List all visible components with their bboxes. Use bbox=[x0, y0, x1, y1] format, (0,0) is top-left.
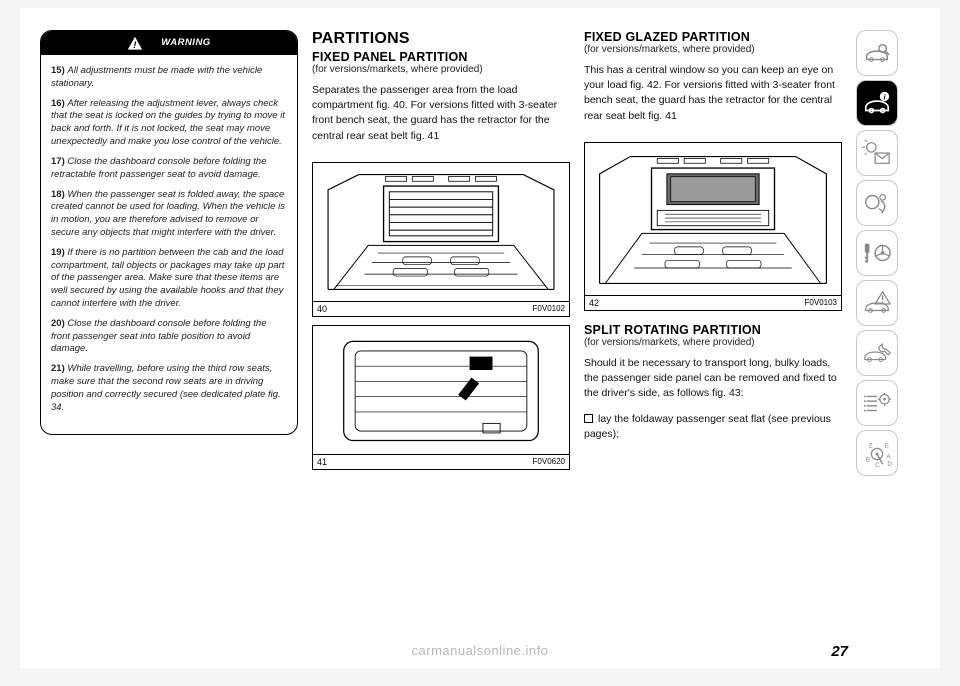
figure-42-code: F0V0103 bbox=[805, 298, 837, 308]
sidebar-list-gear-icon[interactable] bbox=[856, 380, 898, 426]
square-bullet-icon bbox=[584, 414, 593, 423]
figure-40-image bbox=[313, 163, 569, 301]
svg-text:C: C bbox=[875, 462, 880, 468]
body-split-rotating: Should it be necessary to transport long… bbox=[584, 356, 842, 452]
heading-fixed-glazed: FIXED GLAZED PARTITION bbox=[584, 30, 842, 44]
para-split-rotating: Should it be necessary to transport long… bbox=[584, 356, 842, 402]
svg-text:E: E bbox=[885, 442, 890, 449]
figure-42-image bbox=[585, 143, 841, 295]
warning-item: 16) After releasing the adjustment lever… bbox=[51, 98, 287, 149]
warning-item-number: 17) bbox=[51, 156, 67, 167]
warning-item: 19) If there is no partition between the… bbox=[51, 247, 287, 311]
figure-41-code: F0V0620 bbox=[533, 457, 565, 467]
watermark: carmanualsonline.info bbox=[20, 643, 940, 658]
figure-42-number: 42 bbox=[589, 298, 599, 308]
warning-body: 15) All adjustments must be made with th… bbox=[41, 55, 297, 434]
bullet-lay-seat: lay the foldaway passenger seat flat (se… bbox=[584, 412, 842, 442]
manual-page: ! WARNING 15) All adjustments must be ma… bbox=[20, 8, 940, 668]
sidebar-light-mail-icon[interactable] bbox=[856, 130, 898, 176]
subtext-versions-3: (for versions/markets, where provided) bbox=[584, 337, 842, 348]
warning-item-text: After releasing the adjustment lever, al… bbox=[51, 98, 285, 147]
bullet-text: lay the foldaway passenger seat flat (se… bbox=[584, 413, 831, 440]
page-number: 27 bbox=[831, 643, 848, 660]
warning-header: ! WARNING bbox=[41, 31, 297, 55]
column-warnings: ! WARNING 15) All adjustments must be ma… bbox=[40, 30, 298, 658]
warning-item-text: Close the dashboard console before foldi… bbox=[51, 156, 267, 180]
figure-41-caption: 41 F0V0620 bbox=[313, 454, 569, 469]
para-fixed-panel: Separates the passenger area from the lo… bbox=[312, 83, 570, 144]
sidebar-car-wrench-icon[interactable] bbox=[856, 330, 898, 376]
figure-42-caption: 42 F0V0103 bbox=[585, 295, 841, 310]
warning-item: 17) Close the dashboard console before f… bbox=[51, 156, 287, 182]
figure-42: 42 F0V0103 bbox=[584, 142, 842, 311]
svg-text:D: D bbox=[887, 461, 892, 468]
svg-text:B: B bbox=[866, 456, 871, 463]
heading-partitions: PARTITIONS bbox=[312, 30, 570, 48]
svg-text:Z: Z bbox=[869, 442, 873, 449]
warning-item: 21) While travelling, before using the t… bbox=[51, 363, 287, 414]
warning-item-text: If there is no partition between the cab… bbox=[51, 247, 284, 309]
body-fixed-panel: Separates the passenger area from the lo… bbox=[312, 83, 570, 154]
warning-item-text: When the passenger seat is folded away, … bbox=[51, 189, 285, 238]
figure-41-number: 41 bbox=[317, 457, 327, 467]
warning-item-number: 18) bbox=[51, 189, 67, 200]
figure-40-number: 40 bbox=[317, 304, 327, 314]
warning-item-text: While travelling, before using the third… bbox=[51, 363, 281, 412]
subtext-versions-2: (for versions/markets, where provided) bbox=[584, 44, 842, 55]
warning-item-text: Close the dashboard console before foldi… bbox=[51, 318, 267, 355]
warning-item-number: 19) bbox=[51, 247, 67, 258]
warning-item: 20) Close the dashboard console before f… bbox=[51, 318, 287, 356]
figure-41-image bbox=[313, 326, 569, 454]
warning-item-number: 15) bbox=[51, 65, 67, 76]
warning-item: 18) When the passenger seat is folded aw… bbox=[51, 189, 287, 240]
figure-41: 41 F0V0620 bbox=[312, 325, 570, 470]
column-partitions: PARTITIONS FIXED PANEL PARTITION (for ve… bbox=[312, 30, 570, 658]
subtext-versions-1: (for versions/markets, where provided) bbox=[312, 64, 570, 75]
warning-item-number: 21) bbox=[51, 363, 67, 374]
warning-triangle-icon: ! bbox=[127, 36, 143, 50]
figure-40-code: F0V0102 bbox=[533, 304, 565, 314]
body-fixed-glazed: This has a central window so you can kee… bbox=[584, 63, 842, 134]
warning-item: 15) All adjustments must be made with th… bbox=[51, 65, 287, 91]
column-glazed: FIXED GLAZED PARTITION (for versions/mar… bbox=[584, 30, 842, 658]
sidebar-car-info-icon[interactable]: i bbox=[856, 80, 898, 126]
sidebar-car-search-icon[interactable] bbox=[856, 30, 898, 76]
warning-item-text: All adjustments must be made with the ve… bbox=[51, 65, 262, 89]
heading-split-rotating: SPLIT ROTATING PARTITION bbox=[584, 323, 842, 337]
figure-40: 40 F0V0102 bbox=[312, 162, 570, 317]
warning-item-number: 20) bbox=[51, 318, 67, 329]
figure-40-caption: 40 F0V0102 bbox=[313, 301, 569, 316]
para-fixed-glazed: This has a central window so you can kee… bbox=[584, 63, 842, 124]
svg-text:!: ! bbox=[133, 40, 137, 50]
heading-fixed-panel: FIXED PANEL PARTITION bbox=[312, 50, 570, 64]
warning-item-number: 16) bbox=[51, 98, 67, 109]
sidebar-gear-letters-icon[interactable]: Z E B AD C bbox=[856, 430, 898, 476]
sidebar-key-wheel-icon[interactable] bbox=[856, 230, 898, 276]
warning-box: ! WARNING 15) All adjustments must be ma… bbox=[40, 30, 298, 435]
svg-text:A: A bbox=[886, 454, 891, 461]
section-sidebar: i Z E B AD C bbox=[856, 30, 900, 658]
sidebar-car-warning-icon[interactable] bbox=[856, 280, 898, 326]
sidebar-airbag-icon[interactable] bbox=[856, 180, 898, 226]
warning-title: WARNING bbox=[161, 37, 210, 50]
